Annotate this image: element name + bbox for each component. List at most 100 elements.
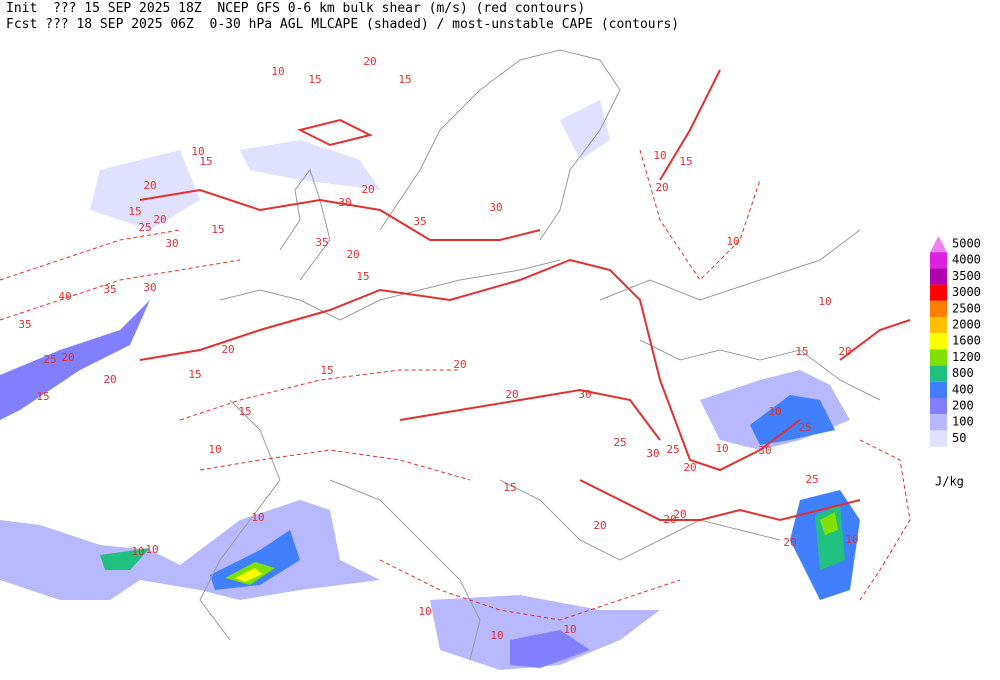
legend-swatch [930,300,947,317]
contour-label: 20 [783,536,796,549]
contour-label: 20 [505,388,518,401]
legend-label: 100 [952,415,974,429]
coastline [499,479,781,561]
legend-swatch [930,268,947,285]
contour-label: 25 [805,473,818,486]
legend-label: 400 [952,382,974,396]
legend-label: 1200 [952,350,981,364]
legend-label: 2000 [952,318,981,332]
contour [659,69,721,181]
legend-label: 3000 [952,285,981,299]
cape-area [240,140,380,190]
cape-area [90,150,200,230]
contour [139,188,541,241]
contour-label: 15 [308,73,321,86]
contour-label: 20 [663,513,676,526]
coastline [379,49,621,241]
contour-label: 35 [413,215,426,228]
legend-swatch [930,349,947,366]
contour-label: 15 [503,481,516,494]
contour-label: 10 [251,511,264,524]
legend-swatch [930,414,947,431]
contour-label: 20 [673,508,686,521]
cape-area [560,100,610,160]
coastline [279,168,331,281]
contour [0,229,181,281]
legend-swatch [930,365,947,382]
contour-label: 10 [208,443,221,456]
legend-swatch [930,333,947,350]
contour-label: 25 [138,221,151,234]
cape-area [0,500,380,600]
contour-label: 10 [715,442,728,455]
legend-label: 800 [952,366,974,380]
contour-label: 30 [143,281,156,294]
legend-label: 1600 [952,334,981,348]
legend-label: 50 [952,431,966,445]
contour-label: 10 [563,623,576,636]
header-line: Init ??? 15 SEP 2025 18Z NCEP GFS 0-6 km… [6,1,586,16]
contour-label: 30 [489,201,502,214]
contour [139,258,801,472]
contour-label: 20 [221,343,234,356]
contour-label: 10 [490,629,503,642]
contour-label: 20 [453,358,466,371]
legend-label: 200 [952,399,974,413]
contour [179,369,460,421]
contour-label: 10 [818,295,831,308]
contour-label: 20 [361,183,374,196]
contour [0,259,241,321]
cape-area [750,395,835,445]
contour-label: 35 [103,283,116,296]
contour-label: 15 [356,270,369,283]
cape-area [235,568,262,582]
contour-label: 10 [271,65,284,78]
contour-label: 10 [768,405,781,418]
coastlines [199,49,881,661]
coastline [219,259,561,321]
contour [297,118,373,147]
contour-label: 20 [143,179,156,192]
contour-label: 15 [36,390,49,403]
contour-label: 15 [795,345,808,358]
cape-area [0,300,150,420]
contour-label: 30 [758,444,771,457]
contour-label: 30 [165,237,178,250]
contour-label: 20 [838,345,851,358]
legend-swatch [930,381,947,398]
contour [639,149,761,281]
contour-label: 20 [655,181,668,194]
legend-swatch [930,317,947,334]
contour-label: 15 [211,223,224,236]
contour-label: 20 [346,248,359,261]
contour-label: 20 [683,461,696,474]
contour-label: 15 [679,155,692,168]
contour-label: 10 [726,235,739,248]
contour-label: 30 [646,447,659,460]
contour-label: 10 [131,545,144,558]
coastline [599,229,861,301]
cape-area [100,548,150,570]
contour [399,388,661,441]
contour-label: 10 [653,149,666,162]
contour-label: 20 [153,213,166,226]
contour [579,479,861,522]
contour-label: 20 [593,519,606,532]
contour-label: 15 [199,155,212,168]
cape-shading [0,100,860,670]
header-line: Fcst ??? 18 SEP 2025 06Z 0-30 hPa AGL ML… [6,17,680,32]
contour-label: 25 [666,443,679,456]
contour-label: 10 [845,533,858,546]
cape-area [430,595,660,670]
legend-label: 4000 [952,253,981,267]
contour-label: 30 [578,388,591,401]
contour [199,449,471,481]
contour-label: 15 [238,405,251,418]
legend-swatch [930,398,947,415]
contour [859,439,911,601]
contour-label: 25 [43,353,56,366]
cape-area [510,630,590,668]
coastline [329,479,481,661]
legend-label: 2500 [952,301,981,315]
